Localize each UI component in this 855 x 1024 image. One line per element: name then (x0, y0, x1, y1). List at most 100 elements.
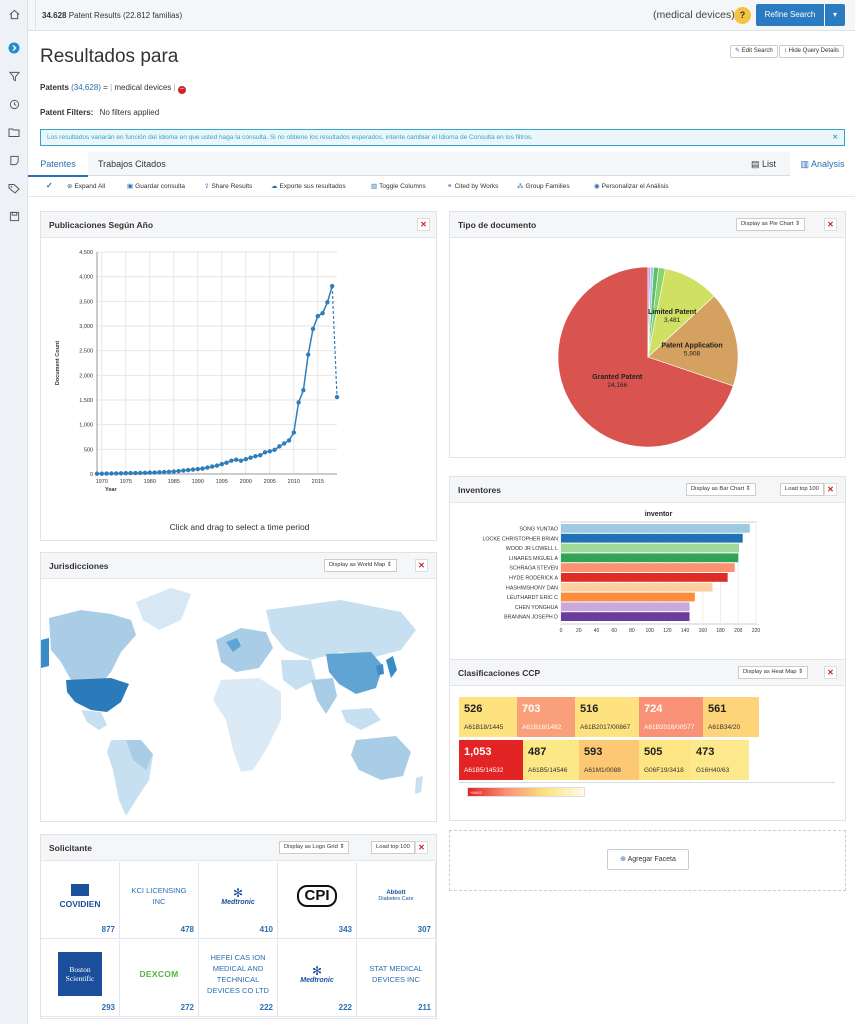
tab-patentes[interactable]: Patentes (28, 152, 88, 177)
data-point (118, 471, 124, 476)
heatmap-cell[interactable]: 526 A61B18/1445 (459, 697, 517, 737)
expand-icon[interactable] (0, 34, 28, 62)
heatmap-cell[interactable]: 505 G06F19/3418 (639, 740, 691, 780)
patents-count[interactable]: (34,628) (71, 83, 101, 92)
display-map-select[interactable]: Display as World Map ⇕ (324, 559, 397, 572)
edit-search-button[interactable]: ✎ Edit Search (730, 45, 778, 58)
tab-list[interactable]: ▤ List (751, 152, 776, 176)
heatmap-cell-code: A61M1/0088 (584, 767, 621, 774)
close-clasificaciones-icon[interactable]: ✕ (824, 666, 837, 679)
applicant-cell[interactable]: Boston Scientific 293 (41, 940, 120, 1017)
expand-all-button[interactable]: ⊕ Expand All (67, 182, 105, 190)
heatmap-cell[interactable]: 1,053 A61B5/14532 (459, 740, 523, 780)
heatmap-cell[interactable]: 487 A61B5/14546 (523, 740, 579, 780)
load-top-100-applicants-button[interactable]: Load top 100 (371, 841, 415, 854)
close-inventores-icon[interactable]: ✕ (824, 483, 837, 496)
refine-dropdown-button[interactable]: ▾ (825, 4, 845, 26)
map-canada[interactable] (49, 610, 136, 688)
display-pie-select[interactable]: Display as Pie Chart ⇕ (736, 218, 805, 231)
guardar-consulta-button[interactable]: ▣ Guardar consulta (127, 182, 185, 190)
applicant-count[interactable]: 211 (418, 1003, 431, 1012)
display-bar-select[interactable]: Display as Bar Chart ⇕ (686, 483, 756, 496)
select-all-check-icon[interactable]: ✓ (46, 181, 53, 190)
close-tipo-icon[interactable]: ✕ (824, 218, 837, 231)
map-usa[interactable] (66, 678, 129, 712)
map-russia[interactable] (266, 600, 416, 660)
personalizar-analisis-button[interactable]: ◉ Personalizar el Análisis (594, 182, 669, 190)
applicant-count[interactable]: 293 (101, 1003, 115, 1012)
world-map[interactable] (41, 580, 436, 820)
note-icon[interactable] (0, 146, 28, 174)
map-greenland[interactable] (136, 588, 191, 630)
map-new-zealand[interactable] (415, 776, 423, 794)
load-top-100-inventors-button[interactable]: Load top 100 (780, 483, 824, 496)
group-families-button[interactable]: ⁂ Group Families (517, 182, 570, 190)
map-japan[interactable] (386, 656, 397, 678)
applicant-cell[interactable]: ✻ Medtronic 410 (199, 862, 278, 939)
applicant-cell[interactable]: Abbott Diabetes Care 307 (357, 862, 436, 939)
map-indonesia[interactable] (341, 708, 381, 730)
inventor-bar-chart[interactable]: inventor 0 20 40 60 80 100 120 140 160 180 200 220 SO… (450, 506, 845, 666)
heatmap-cell[interactable]: 561 A61B34/20 (703, 697, 759, 737)
applicant-cell[interactable]: COVIDIEN 877 (41, 862, 120, 939)
year-line-chart[interactable]: 0 500 1,000 1,500 2,000 2,500 3,000 3,500 4,000 4… (41, 242, 436, 512)
refine-search-button[interactable]: Refine Search (756, 4, 824, 26)
applicant-count[interactable]: 410 (259, 925, 273, 934)
hide-query-details-button[interactable]: ↕ Hide Query Details (779, 45, 845, 58)
applicant-cell[interactable]: CPI 343 (278, 862, 357, 939)
applicant-cell[interactable]: STAT MEDICAL DEVICES INC 211 (357, 940, 436, 1017)
applicant-cell[interactable]: ✻ Medtronic 222 (278, 940, 357, 1017)
close-solicitante-icon[interactable]: ✕ (415, 841, 428, 854)
display-heatmap-select[interactable]: Display as Heat Map ⇕ (738, 666, 808, 679)
agregar-faceta-button[interactable]: ⊕ Agregar Faceta (607, 849, 689, 870)
save-icon[interactable] (0, 202, 28, 230)
applicant-cell[interactable]: DEXCOM 272 (120, 940, 199, 1017)
toggle-columns-button[interactable]: ▥ Toggle Columns (371, 182, 426, 190)
map-korea[interactable] (376, 664, 384, 675)
x-tick-label: 1970 (96, 479, 108, 485)
history-icon[interactable] (0, 90, 28, 118)
applicant-count[interactable]: 343 (338, 925, 352, 934)
heatmap-cell[interactable]: 473 G16H40/63 (691, 740, 749, 780)
applicant-count[interactable]: 877 (101, 925, 115, 934)
applicant-count[interactable]: 272 (180, 1003, 194, 1012)
heatmap-cell[interactable]: 516 A61B2017/00867 (575, 697, 639, 737)
map-africa[interactable] (213, 678, 281, 772)
map-brazil[interactable] (126, 740, 153, 770)
map-uk-germany[interactable] (226, 638, 241, 652)
help-icon[interactable]: ? (734, 7, 751, 24)
applicant-cell[interactable]: KCI LICENSING INC 478 (120, 862, 199, 939)
tab-trabajos-citados[interactable]: Trabajos Citados (98, 159, 166, 169)
map-mexico[interactable] (81, 710, 107, 730)
map-alaska[interactable] (41, 638, 49, 668)
applicant-count[interactable]: 222 (338, 1003, 352, 1012)
heatmap-cell[interactable]: 593 A61M1/0088 (579, 740, 639, 780)
map-middle-east[interactable] (281, 660, 316, 690)
map-india[interactable] (311, 678, 337, 714)
folder-icon[interactable] (0, 118, 28, 146)
map-china[interactable] (326, 652, 383, 694)
heatmap-cell[interactable]: 724 A61B2018/00577 (639, 697, 703, 737)
close-publicaciones-icon[interactable]: ✕ (417, 218, 430, 231)
applicant-cell[interactable]: HEFEI CAS ION MEDICAL AND TECHNICAL DEVI… (199, 940, 278, 1017)
map-australia[interactable] (351, 736, 411, 780)
filter-icon[interactable] (0, 62, 28, 90)
cited-by-works-button[interactable]: ⚭ Cited by Works (447, 182, 498, 190)
applicant-count[interactable]: 478 (180, 925, 194, 934)
map-europe[interactable] (216, 628, 273, 672)
tab-list-label: List (762, 159, 777, 169)
tab-analysis[interactable]: ▥ Analysis (790, 152, 855, 177)
close-notice-icon[interactable]: ✕ (832, 134, 838, 141)
applicant-count[interactable]: 307 (417, 925, 431, 934)
close-jurisdicciones-icon[interactable]: ✕ (415, 559, 428, 572)
tag-icon[interactable] (0, 174, 28, 202)
display-logo-grid-select[interactable]: Display as Logo Grid ⇕ (279, 841, 350, 854)
remove-term-icon[interactable]: − (177, 86, 186, 94)
applicant-name: HEFEI CAS ION MEDICAL AND TECHNICAL DEVI… (207, 953, 269, 995)
applicant-count[interactable]: 222 (259, 1003, 273, 1012)
export-results-button[interactable]: ☁ Exporte sus resultados (271, 182, 346, 190)
home-icon[interactable] (0, 0, 28, 28)
heatmap-cell[interactable]: 703 A61B18/1482 (517, 697, 575, 737)
share-results-button[interactable]: ⇪ Share Results (204, 182, 252, 190)
